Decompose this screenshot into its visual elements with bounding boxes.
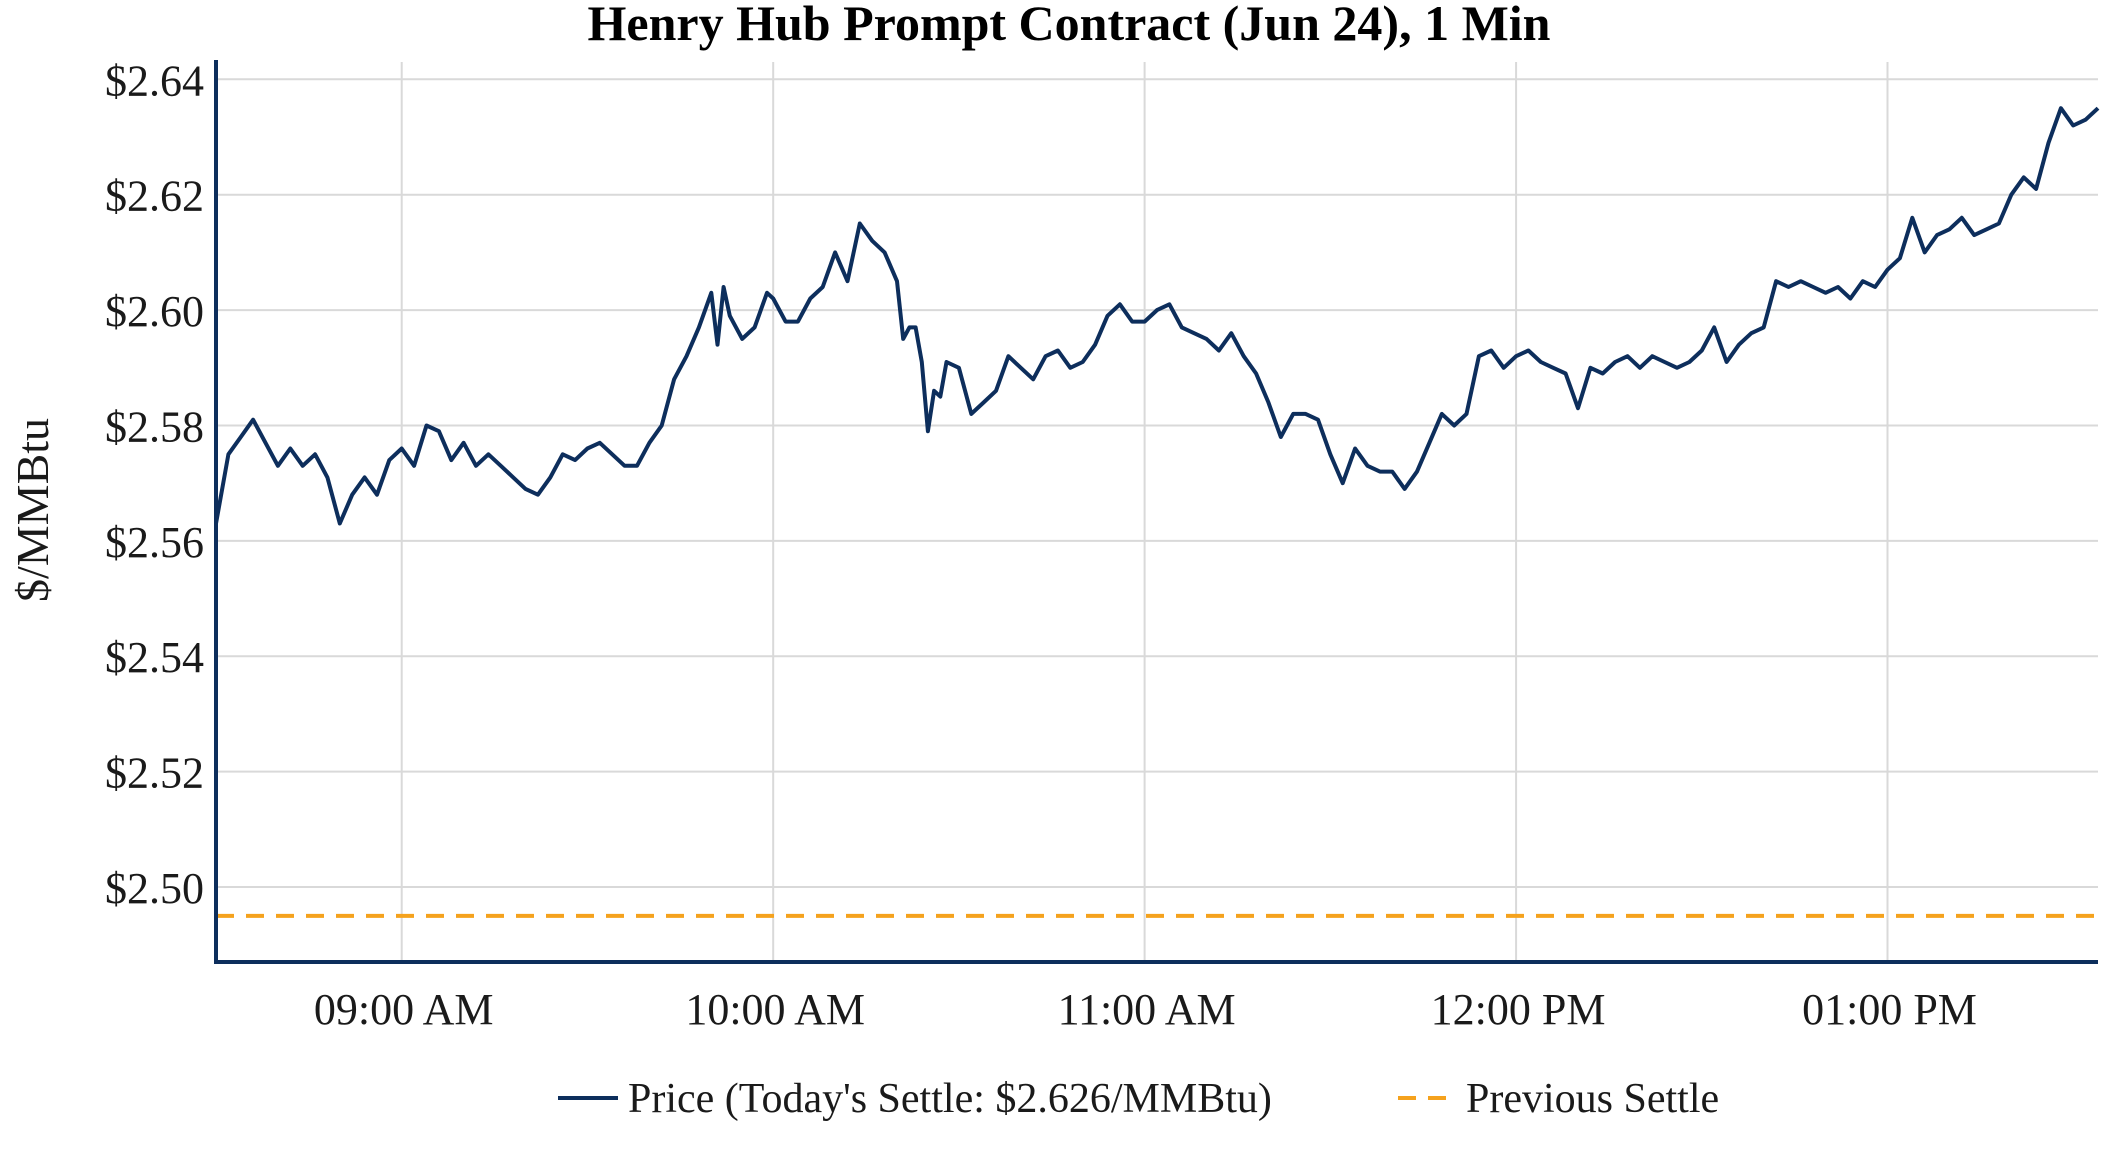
- y-tick-label: $2.56: [105, 518, 204, 567]
- y-tick-labels: $2.50 $2.52 $2.54 $2.56 $2.58 $2.60 $2.62 $2.64: [105, 56, 204, 913]
- y-tick-label: $2.60: [105, 287, 204, 336]
- y-axis-title: $/MMBtu: [7, 418, 58, 602]
- chart-title: Henry Hub Prompt Contract (Jun 24), 1 Mi…: [588, 0, 1551, 51]
- legend: Price (Today's Settle: $2.626/MMBtu) Pre…: [558, 1076, 1719, 1122]
- gridlines: [216, 62, 2098, 962]
- y-tick-label: $2.52: [105, 749, 204, 798]
- y-tick-label: $2.54: [105, 633, 204, 682]
- legend-settle-label: Previous Settle: [1466, 1076, 1719, 1122]
- price-line-layer: [214, 106, 2100, 526]
- y-tick-label: $2.64: [105, 56, 204, 105]
- y-tick-label: $2.62: [105, 172, 204, 221]
- x-tick-label: 10:00 AM: [685, 985, 865, 1034]
- legend-price-label: Price (Today's Settle: $2.626/MMBtu): [628, 1076, 1272, 1122]
- x-tick-label: 12:00 PM: [1431, 985, 1606, 1034]
- x-tick-label: 09:00 AM: [314, 985, 494, 1034]
- price-series-line: [214, 106, 2100, 526]
- x-tick-labels: 09:00 AM 10:00 AM 11:00 AM 12:00 PM 01:00 PM: [314, 985, 1977, 1034]
- y-tick-label: $2.50: [105, 864, 204, 913]
- y-tick-label: $2.58: [105, 402, 204, 451]
- x-tick-label: 11:00 AM: [1058, 985, 1236, 1034]
- x-tick-label: 01:00 PM: [1802, 985, 1977, 1034]
- axes: [214, 60, 2098, 964]
